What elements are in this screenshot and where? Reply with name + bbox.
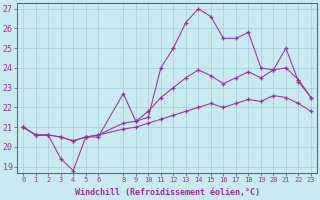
X-axis label: Windchill (Refroidissement éolien,°C): Windchill (Refroidissement éolien,°C) <box>75 188 260 197</box>
